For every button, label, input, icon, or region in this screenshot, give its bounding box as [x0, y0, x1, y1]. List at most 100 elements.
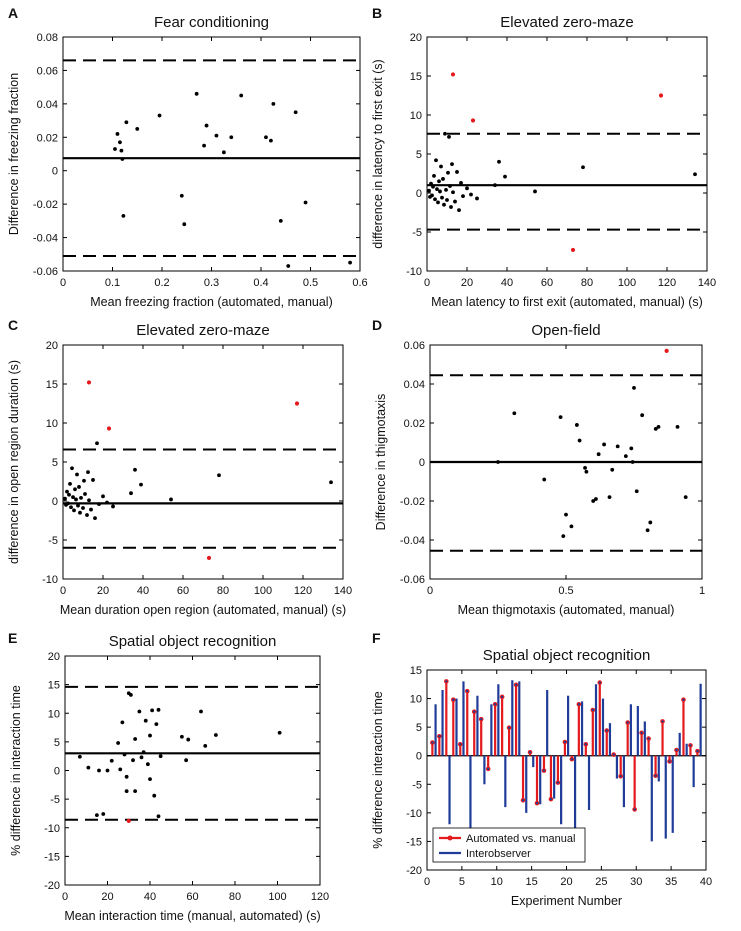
automated-marker-center — [619, 775, 622, 778]
data-point — [73, 487, 77, 492]
y-tick-label: 5 — [52, 457, 58, 469]
x-tick-label: 0 — [60, 277, 66, 289]
automated-marker-center — [584, 743, 587, 746]
x-axis-label: Experiment Number — [511, 894, 622, 908]
data-point — [213, 733, 218, 737]
automated-marker-center — [459, 743, 462, 746]
y-axis-label: difference in open region duration (s) — [7, 360, 21, 564]
data-point — [623, 454, 628, 459]
data-point — [693, 172, 697, 177]
x-tick-label: 120 — [294, 585, 312, 597]
plot-area — [63, 380, 343, 561]
data-point — [169, 497, 173, 502]
y-tick-label: 0.02 — [404, 418, 425, 430]
automated-marker-center — [508, 726, 511, 729]
y-tick-label: 10 — [46, 418, 58, 430]
data-point — [154, 722, 159, 727]
automated-marker-center — [647, 737, 650, 740]
y-tick-label: -0.06 — [400, 574, 425, 586]
legend-label-interobserver: Interobserver — [466, 848, 531, 860]
y-tick-label: -20 — [44, 880, 60, 892]
data-point — [648, 520, 653, 525]
data-point — [69, 505, 73, 510]
x-tick-label: 30 — [630, 876, 642, 888]
axes-frame — [64, 655, 321, 886]
y-tick-label: -0.04 — [400, 535, 425, 547]
data-point — [533, 189, 537, 194]
x-tick-label: 0.3 — [204, 277, 219, 289]
automated-marker-center — [626, 721, 629, 724]
data-point — [461, 194, 465, 199]
x-tick-label: 0 — [424, 876, 430, 888]
data-point — [83, 492, 87, 496]
data-point — [574, 423, 579, 427]
automated-marker-center — [466, 690, 469, 693]
data-point — [432, 173, 436, 178]
data-point — [157, 113, 162, 118]
automated-marker-center — [591, 708, 594, 712]
y-tick-label: -5 — [48, 535, 58, 547]
data-point — [115, 132, 120, 136]
outlier-point — [86, 380, 92, 385]
chart-title: Open-field — [531, 322, 600, 339]
data-point — [139, 482, 143, 487]
data-point — [469, 192, 473, 197]
y-tick-label: 10 — [410, 694, 422, 706]
data-point — [75, 472, 79, 477]
automated-marker-center — [556, 781, 560, 784]
data-point — [271, 101, 276, 106]
x-tick-label: 120 — [311, 891, 329, 903]
data-point — [277, 730, 282, 735]
panel-label: D — [372, 317, 382, 333]
automated-marker-center — [445, 680, 448, 683]
outlier-point — [206, 555, 212, 561]
data-point — [447, 134, 451, 139]
y-tick-label: -0.02 — [400, 496, 425, 508]
data-point — [124, 774, 129, 779]
data-point — [459, 180, 463, 185]
data-point — [602, 442, 606, 447]
automated-marker-center — [473, 710, 476, 713]
data-point — [441, 177, 445, 181]
panel-f: F Spatial object recognition 0 5 10 15 20 25 30 3… — [371, 630, 712, 908]
data-point — [449, 205, 453, 209]
data-point — [87, 498, 91, 503]
data-point — [118, 140, 122, 145]
legend: Automated vs. manual Interobserver — [432, 827, 586, 863]
data-point — [683, 495, 688, 499]
data-point — [632, 386, 636, 390]
legend-label-automated: Automated vs. manual — [466, 833, 575, 845]
legend-marker-automated — [447, 835, 453, 841]
data-point — [97, 768, 101, 773]
data-point — [184, 758, 189, 763]
data-point — [63, 496, 67, 501]
outlier-point — [570, 247, 576, 253]
data-point — [76, 503, 80, 508]
x-tick-label: 0 — [60, 585, 66, 597]
data-point — [429, 181, 433, 186]
x-tick-label: 0.5 — [558, 585, 573, 597]
y-tick-label: 0.06 — [404, 340, 425, 352]
data-point — [89, 507, 93, 512]
automated-marker-center — [514, 683, 518, 686]
data-point — [120, 720, 125, 725]
outlier-point — [106, 426, 112, 431]
x-axis-label: Mean latency to first exit (automated, m… — [431, 295, 703, 309]
x-tick-label: 100 — [618, 277, 636, 289]
data-point — [203, 743, 208, 748]
data-point — [278, 218, 283, 223]
data-point — [451, 190, 455, 195]
automated-marker-center — [696, 750, 699, 753]
chart-title: Spatial object recognition — [109, 633, 277, 650]
data-point — [82, 478, 86, 483]
axes-frame — [62, 344, 344, 580]
x-tick-label: 15 — [526, 876, 538, 888]
data-point — [135, 127, 140, 131]
data-point — [179, 193, 184, 198]
data-point — [264, 135, 268, 140]
automated-marker-center — [675, 748, 678, 752]
x-tick-label: 20 — [461, 277, 473, 289]
y-tick-label: 0.06 — [37, 65, 58, 77]
y-tick-label: 20 — [46, 340, 58, 352]
data-point — [564, 512, 568, 517]
